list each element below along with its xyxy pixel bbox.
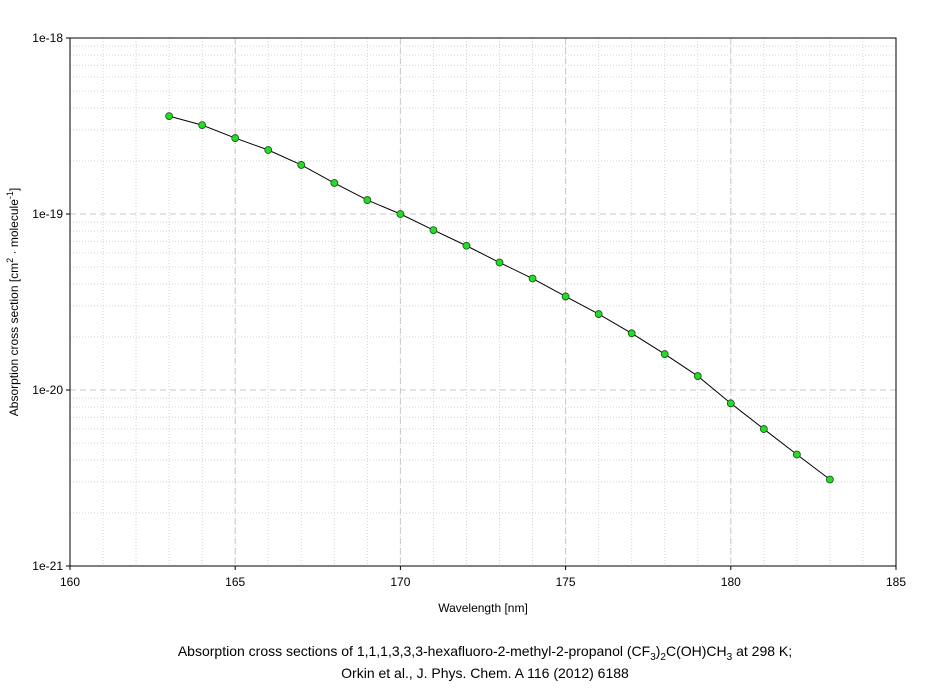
data-point <box>396 210 405 218</box>
y-tick-label: 1e-19 <box>32 207 63 221</box>
plot-frame <box>69 37 897 567</box>
data-point <box>165 112 174 120</box>
caption-sub: 2 <box>660 652 666 663</box>
data-point <box>231 134 240 142</box>
y-label-part: · molecule <box>7 199 21 258</box>
y-axis-label: Absorption cross section [cm2 · molecule… <box>5 188 21 416</box>
data-point <box>660 350 669 358</box>
x-tick-label: 180 <box>721 575 741 589</box>
y-tick-label: 1e-21 <box>32 559 63 573</box>
y-label-sup: 2 <box>5 258 15 263</box>
data-point <box>264 146 273 154</box>
caption-line: Orkin et al., J. Phys. Chem. A 116 (2012… <box>341 665 629 681</box>
caption-part: Absorption cross sections of 1,1,1,3,3,3… <box>178 643 650 659</box>
data-point <box>363 196 372 204</box>
x-tick-label: 175 <box>556 575 576 589</box>
data-point <box>826 475 834 484</box>
y-label-sup: -1 <box>5 191 15 199</box>
data-point <box>330 179 339 187</box>
x-tick-label: 185 <box>886 575 906 589</box>
caption-part: at 298 K; <box>732 643 792 659</box>
data-point <box>495 258 504 267</box>
data-point <box>462 241 471 250</box>
caption-sub: 3 <box>650 652 656 663</box>
caption-line: Absorption cross sections of 1,1,1,3,3,3… <box>178 643 792 663</box>
data-point <box>297 161 306 169</box>
caption-sub: 3 <box>727 652 733 663</box>
x-tick-label: 170 <box>390 575 410 589</box>
y-tick-label: 1e-18 <box>32 31 63 45</box>
data-point <box>594 310 603 318</box>
data-point <box>528 274 537 283</box>
x-tick-label: 165 <box>225 575 245 589</box>
x-tick-label: 160 <box>60 575 80 589</box>
data-point <box>726 399 735 408</box>
data-point <box>693 372 702 380</box>
data-point <box>561 292 570 301</box>
y-label-part: Absorption cross section [cm <box>7 263 21 416</box>
data-point <box>792 450 801 459</box>
data-point <box>759 425 768 433</box>
y-label-part: ] <box>7 188 21 191</box>
x-axis-label: Wavelength [nm] <box>438 601 528 615</box>
caption-part: C(OH)CH <box>666 643 727 659</box>
data-point <box>627 329 636 338</box>
data-point <box>429 226 438 235</box>
data-point <box>198 121 207 129</box>
y-tick-label: 1e-20 <box>32 383 63 397</box>
caption-part: ) <box>656 643 661 659</box>
